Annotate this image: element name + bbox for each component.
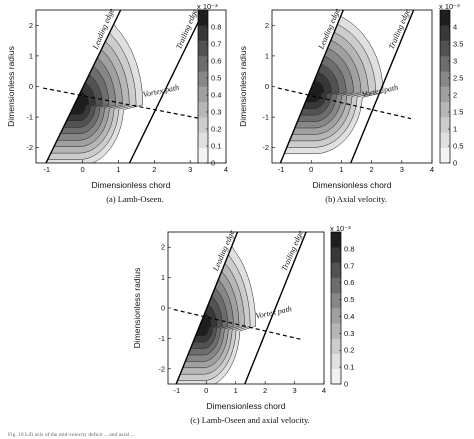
colorbar-tick-label: 0 (344, 380, 348, 389)
panel-caption: (b) Axial velocity. (325, 194, 387, 204)
colorbar-tick-label: 0.1 (344, 363, 354, 372)
y-tick-label: 2 (29, 21, 33, 30)
colorbar-tick-label: 1.5 (453, 108, 463, 117)
y-tick-label: -2 (158, 364, 165, 373)
x-tick-label: 4 (430, 165, 434, 174)
contour-level-9 (195, 312, 212, 336)
colorbar-tick-label: 0.3 (211, 108, 221, 117)
x-tick-label: 3 (292, 386, 296, 395)
colorbar-tick-label: 4 (453, 23, 457, 32)
colorbar-tick-label: 2.5 (453, 74, 463, 83)
colorbar-tick-label: 0.8 (344, 244, 354, 253)
x-tick-label: 3 (400, 165, 404, 174)
x-tick-label: -1 (43, 165, 50, 174)
x-tick-label: 2 (152, 165, 156, 174)
contour-fill (173, 232, 307, 384)
colorbar: 4 3.5 3 2.5 2 1.5 1 0.5 0 x 10⁻³ (439, 2, 463, 168)
x-tick-label: 0 (81, 165, 85, 174)
vortex-path-line (277, 87, 412, 120)
colorbar-tick-label: 0 (211, 159, 215, 168)
colorbar: 0.8 0.7 0.6 0.5 0.4 0.3 0.2 0.1 0 x 10⁻³ (197, 2, 221, 168)
colorbar-exponent: x 10⁻³ (330, 224, 351, 233)
trailing-edge-line (244, 232, 307, 384)
colorbar-tick-label: 0.5 (453, 142, 463, 151)
panel-2: -1 0 1 2 3 4 2 1 0 -1 -2 Dimensionless chord Dimensi… (238, 2, 463, 204)
contour-fill (277, 10, 415, 163)
colorbar-exponent: x 10⁻³ (197, 2, 218, 11)
y-tick-label: -2 (262, 143, 269, 152)
trailing-edge-line (350, 10, 415, 163)
y-tick-label: -1 (158, 334, 165, 343)
y-tick-label: -1 (262, 113, 269, 122)
colorbar-tick-label: 2 (453, 91, 457, 100)
y-tick-label: 1 (265, 51, 269, 60)
y-tick-label: -2 (26, 143, 33, 152)
x-axis-label: Dimensionless chord (207, 401, 286, 411)
y-tick-label: -1 (26, 113, 33, 122)
y-tick-label: 2 (265, 21, 269, 30)
colorbar-tick-label: 0.3 (344, 329, 354, 338)
y-axis-label: Dimensionless radius (238, 46, 248, 127)
contour-level-9 (69, 91, 89, 115)
leading-edge-line (175, 232, 239, 384)
leading-edge-line (45, 10, 122, 163)
colorbar-tick-label: 0.6 (211, 57, 221, 66)
x-tick-label: 3 (188, 165, 192, 174)
colorbar-tick-label: 0.4 (211, 91, 221, 100)
x-axis-label: Dimensionless chord (313, 180, 392, 190)
panel-3: -1 0 1 2 3 4 2 1 0 -1 -2 Dimensionless chord Dimensi… (132, 224, 354, 425)
y-axis-label: Dimensionless radius (6, 46, 16, 127)
contour-fill (43, 10, 205, 163)
colorbar-tick-label: 0.5 (344, 295, 354, 304)
y-tick-label: 1 (161, 273, 165, 282)
x-tick-label: -1 (173, 386, 180, 395)
y-axis-label: Dimensionless radius (132, 268, 142, 349)
x-tick-label: 0 (309, 165, 313, 174)
colorbar-tick-label: 0.6 (344, 278, 354, 287)
colorbar-tick-label: 0.4 (344, 312, 354, 321)
y-tick-label: 0 (29, 82, 33, 91)
colorbar-tick-label: 1 (453, 125, 457, 134)
y-tick-label: 0 (161, 304, 165, 313)
colorbar-tick-label: 3 (453, 57, 457, 66)
colorbar-tick-label: 0.7 (211, 40, 221, 49)
x-tick-label: 0 (204, 386, 208, 395)
trailing-edge-line (128, 10, 205, 163)
y-tick-label: 2 (161, 243, 165, 252)
y-tick-label: 1 (29, 51, 33, 60)
panel-1: -1 0 1 2 3 4 2 1 0 -1 -2 Dimensionless chord Dimensi… (6, 2, 228, 204)
panel-caption: (a) Lamb-Oseen. (106, 194, 164, 204)
x-tick-label: 2 (370, 165, 374, 174)
y-tick-label: 0 (265, 82, 269, 91)
x-tick-label: 4 (224, 165, 228, 174)
colorbar-exponent: x 10⁻³ (439, 2, 460, 11)
x-tick-label: 2 (263, 386, 267, 395)
vortex-path-line (43, 87, 202, 120)
colorbar-tick-label: 0.2 (344, 346, 354, 355)
panel-caption: (c) Lamb-Oseen and axial velocity. (190, 415, 310, 425)
contour-level-9 (305, 80, 325, 103)
x-tick-label: 4 (322, 386, 326, 395)
x-tick-label: 1 (234, 386, 238, 395)
colorbar-tick-label: 0.7 (344, 261, 354, 270)
x-tick-label: 1 (116, 165, 120, 174)
colorbar-tick-label: 0 (453, 159, 457, 168)
leading-edge-line (279, 10, 344, 163)
colorbar-tick-label: 0.5 (211, 74, 221, 83)
figure-footer: Fig. 10 Lift axis of the mid-velocity de… (8, 431, 135, 438)
x-tick-label: 1 (339, 165, 343, 174)
colorbar-tick-label: 0.8 (211, 23, 221, 32)
colorbar: 0.8 0.7 0.6 0.5 0.4 0.3 0.2 0.1 0 x 10⁻³ (330, 224, 354, 389)
colorbar-tick-label: 0.1 (211, 142, 221, 151)
vortex-path-line (173, 308, 304, 341)
colorbar-tick-label: 0.2 (211, 125, 221, 134)
x-tick-label: -1 (278, 165, 285, 174)
x-axis-label: Dimensionless chord (92, 180, 171, 190)
colorbar-tick-label: 3.5 (453, 40, 463, 49)
